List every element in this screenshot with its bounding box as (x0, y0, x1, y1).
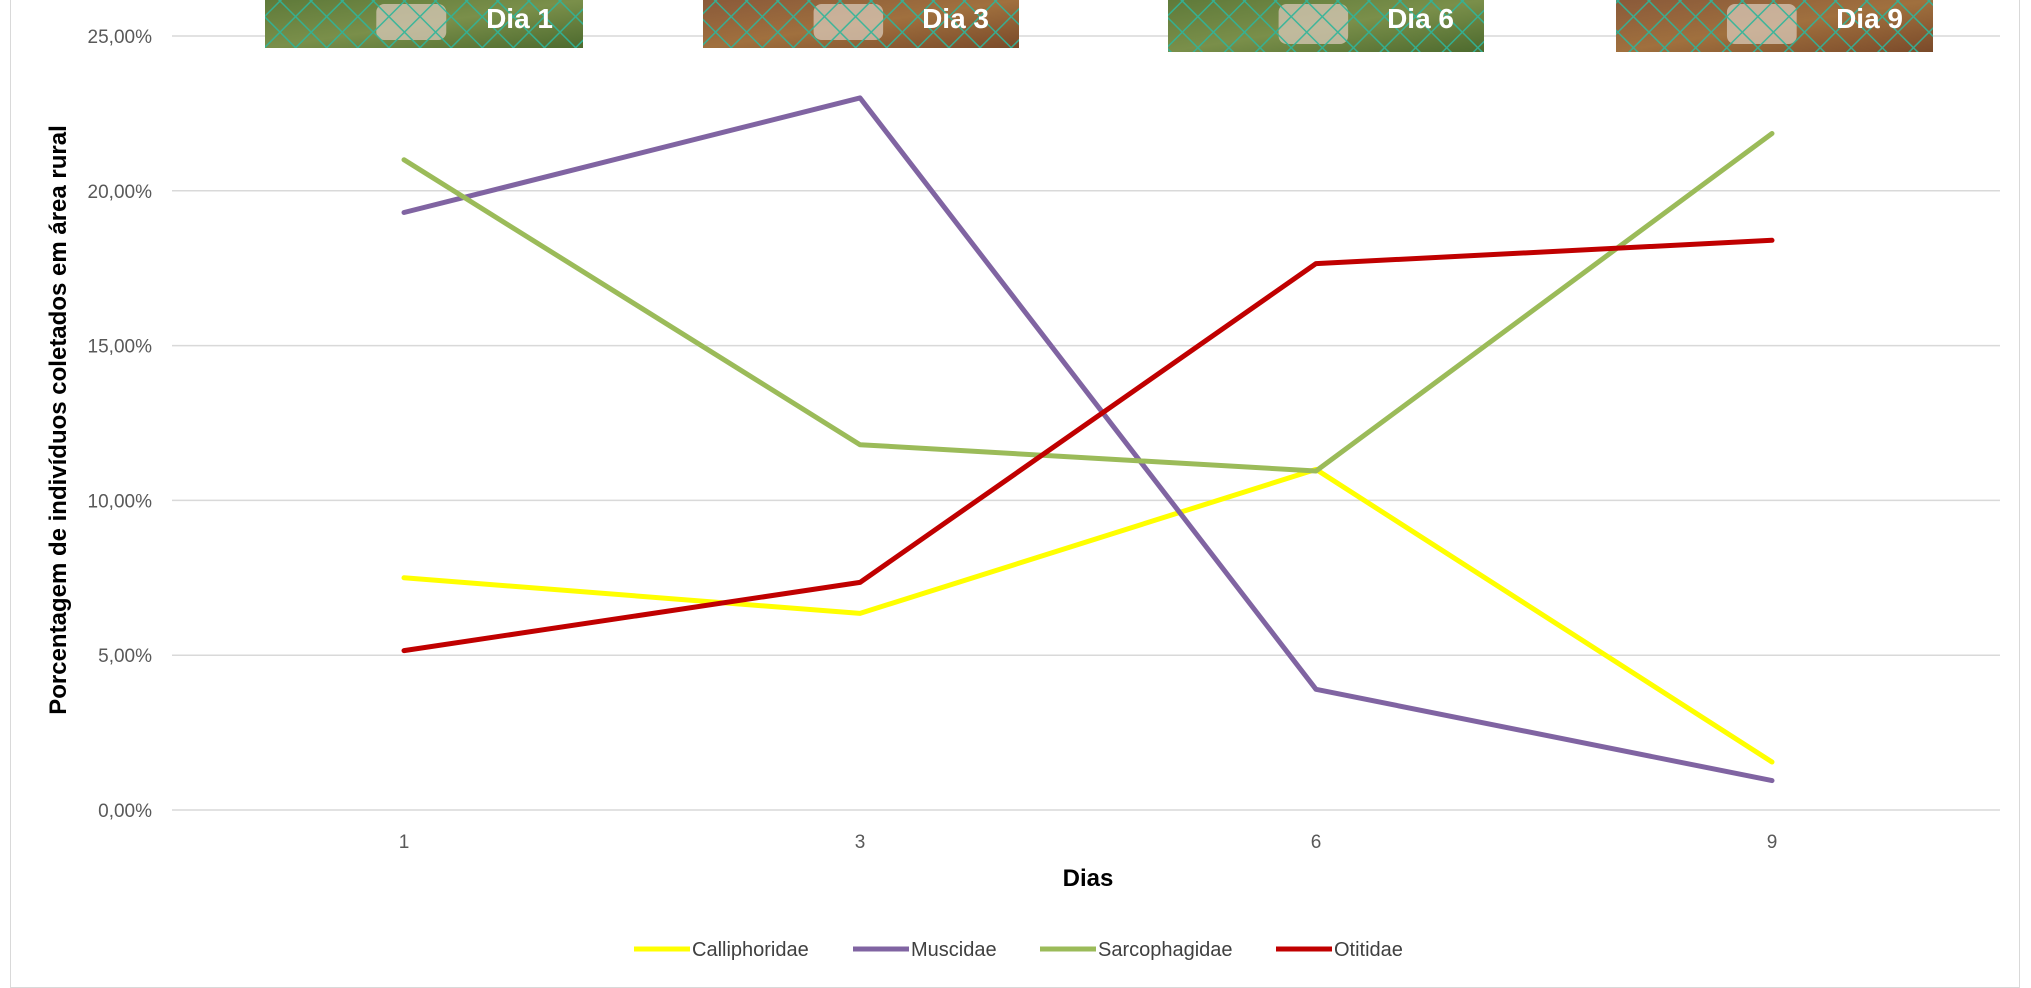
day-photo: Dia 6 (1168, 0, 1484, 52)
y-tick-label: 15,00% (88, 337, 153, 358)
day-photo-label: Dia 6 (1387, 3, 1454, 34)
y-axis-title: Porcentagem de indivíduos coletados em á… (45, 125, 72, 715)
chart-frame (10, 0, 2020, 988)
y-tick-label: 20,00% (88, 182, 153, 203)
day-photo: Dia 3 (703, 0, 1019, 48)
x-tick-label: 9 (1767, 832, 1778, 853)
series-line-otitidae (401, 237, 1775, 654)
y-tick-label: 25,00% (88, 27, 153, 48)
day-photo-label: Dia 1 (486, 3, 553, 34)
legend-label: Otitidae (1334, 939, 1403, 961)
legend-label: Sarcophagidae (1098, 939, 1233, 961)
x-tick-label: 1 (399, 832, 410, 853)
series-line-sarcophagidae (401, 131, 1775, 474)
day-photo-label: Dia 3 (922, 3, 989, 34)
legend-label: Calliphoridae (692, 939, 809, 961)
x-tick-label: 6 (1311, 832, 1322, 853)
series-line-calliphoridae (401, 466, 1775, 765)
y-tick-label: 0,00% (98, 801, 152, 822)
day-photo-label: Dia 9 (1836, 3, 1903, 34)
y-tick-label: 5,00% (98, 646, 152, 667)
x-tick-label: 3 (855, 832, 866, 853)
y-tick-label: 10,00% (88, 491, 153, 512)
day-photo: Dia 9 (1616, 0, 1933, 52)
day-photo: Dia 1 (265, 0, 583, 48)
x-axis-title: Dias (1063, 865, 1114, 892)
legend-label: Muscidae (911, 939, 997, 961)
series-line-muscidae (401, 95, 1775, 784)
